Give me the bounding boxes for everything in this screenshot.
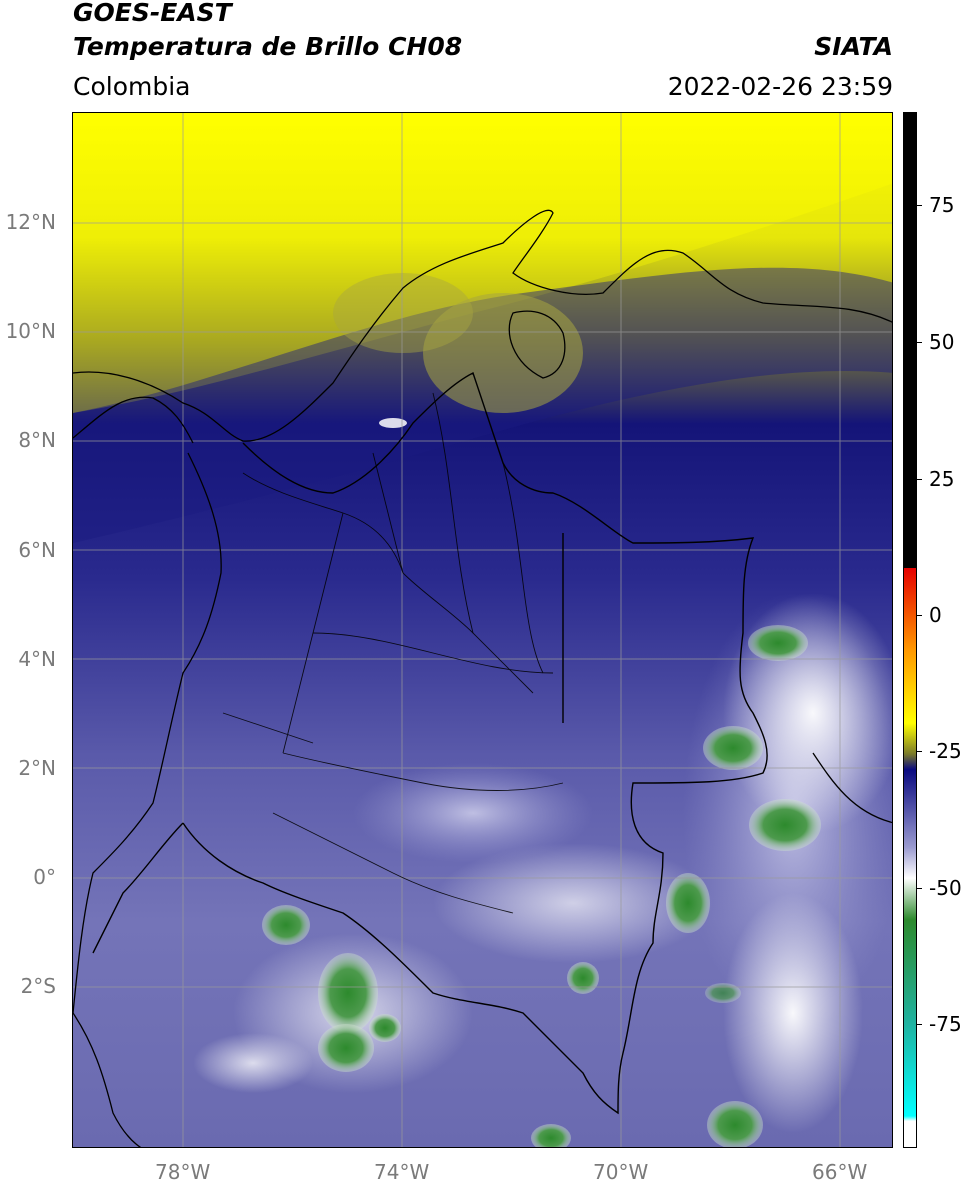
department-border [222,712,314,744]
lavender-cloud [353,763,593,863]
convective-core [262,905,310,945]
lon-label-74w: 74°W [374,1160,430,1184]
country-borders [92,372,768,1115]
white-cloud [193,1033,313,1093]
convective-core [531,1124,571,1147]
cbar-tick [917,205,922,206]
convective-core [749,799,821,851]
cbar-label-75: 75 [929,193,955,217]
convective-core [705,983,741,1003]
cbar-tick [917,342,922,343]
cbar-label-minus75: -75 [929,1012,962,1036]
lat-label-4n: 4°N [18,647,56,671]
satellite-title: GOES-EAST [73,0,232,27]
department-border [372,452,404,574]
department-border [312,632,554,674]
gridlines [73,113,892,1147]
olive-patch [333,273,473,353]
department-border [502,462,544,674]
maracaibo-lake [508,310,566,379]
pacific-coast [73,452,222,1014]
lon-label-70w: 70°W [593,1160,649,1184]
coastlines [73,209,892,1147]
cbar-tick [917,479,922,480]
cbar-tick [917,888,922,889]
convective-core [567,962,599,994]
cbar-tick [917,615,922,616]
caribbean-coast [73,209,892,442]
cbar-label-50: 50 [929,330,955,354]
department-border [282,752,564,791]
datetime-label: 2022-02-26 23:59 [667,72,893,101]
lat-label-12n: 12°N [5,210,56,234]
lon-label-78w: 78°W [155,1160,211,1184]
olive-patch [423,293,583,413]
guiana-coast [812,752,892,824]
region-label: Colombia [73,72,191,101]
temperature-colorbar [903,112,917,1148]
lat-label-equator: 0° [33,865,56,889]
department-border [242,472,404,574]
department-borders [222,392,564,914]
map-svg [73,113,892,1147]
colombia-border [182,372,768,1115]
product-title: Temperatura de Brillo CH08 [73,32,463,61]
ecuador-border [92,822,184,954]
lon-label-66w: 66°W [812,1160,868,1184]
cbar-label-minus50: -50 [929,876,962,900]
convective-core [703,726,763,770]
white-cloud [433,843,713,963]
convective-core [369,1014,401,1042]
convective-core [666,873,710,933]
ecuador-coast [73,1012,142,1147]
department-border [432,392,474,634]
convective-core [707,1101,763,1147]
cbar-label-minus25: -25 [929,739,962,763]
brightness-temperature-map [72,112,893,1148]
panama-coast [73,396,194,444]
convective-core [748,625,808,661]
lat-label-6n: 6°N [18,538,56,562]
cold-high-band [73,113,892,413]
lat-label-8n: 8°N [18,428,56,452]
small-cold-cloud [379,418,407,428]
cbar-tick [917,751,922,752]
lat-label-2s: 2°S [20,974,56,998]
white-cloud [723,893,863,1133]
convective-core [318,953,378,1033]
lat-label-10n: 10°N [5,319,56,343]
cbar-label-0: 0 [929,603,942,627]
source-title: SIATA [814,32,893,61]
lat-label-2n: 2°N [18,756,56,780]
department-border [272,812,514,914]
cbar-label-25: 25 [929,467,955,491]
convective-core [318,1024,374,1072]
cbar-tick [917,1024,922,1025]
